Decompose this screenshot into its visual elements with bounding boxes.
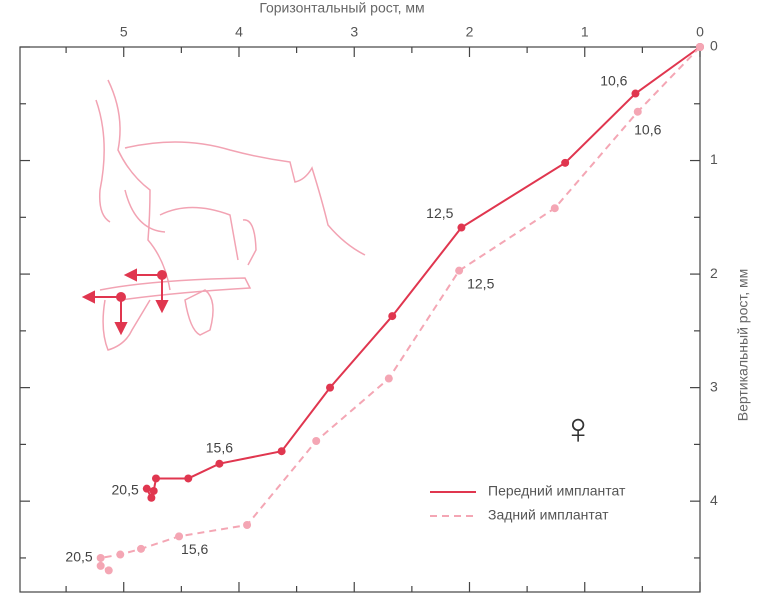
data-point [277, 447, 286, 456]
y-tick-label: 4 [710, 492, 718, 508]
data-point [184, 474, 193, 483]
data-point [152, 474, 160, 483]
data-point [116, 550, 125, 559]
point-label: 20,5 [112, 481, 139, 497]
data-point [550, 204, 559, 213]
x-tick-label: 2 [466, 24, 474, 40]
gender-symbol: ♀ [562, 405, 595, 454]
data-point [96, 553, 105, 562]
x-tick-label: 5 [120, 24, 128, 40]
y-tick-label: 3 [710, 378, 718, 394]
data-point [147, 493, 156, 502]
plot-frame [19, 46, 701, 593]
series-line [145, 46, 701, 501]
data-point [631, 89, 640, 98]
data-point [175, 532, 184, 541]
data-point [137, 544, 146, 553]
point-label: 20,5 [65, 549, 92, 565]
data-point [96, 561, 105, 570]
data-point [457, 223, 466, 232]
point-label: 10,6 [634, 121, 661, 137]
y-axis-title: Вертикальный рост, мм [735, 269, 751, 421]
y-tick-label: 2 [710, 265, 718, 281]
data-point [384, 374, 393, 383]
x-tick-label: 0 [696, 24, 704, 40]
point-label: 12,5 [467, 275, 494, 291]
data-point [633, 107, 642, 116]
legend-label: Задний имплантат [488, 507, 609, 523]
data-point [561, 158, 570, 167]
point-label: 12,5 [426, 205, 453, 221]
data-point [149, 486, 158, 495]
data-point [142, 484, 151, 493]
data-point [104, 566, 113, 575]
y-tick-label: 1 [710, 151, 718, 167]
skull-sketch [95, 79, 366, 351]
data-point [455, 266, 464, 275]
point-label: 10,6 [600, 72, 627, 88]
point-label: 15,6 [206, 439, 233, 455]
data-point [696, 43, 704, 51]
data-point [326, 383, 335, 392]
x-axis-title: Горизонтальный рост, мм [259, 0, 424, 16]
data-point [388, 312, 397, 321]
point-label: 15,6 [181, 541, 208, 557]
data-point [312, 436, 321, 445]
growth-arrows [81, 268, 169, 336]
x-tick-label: 4 [235, 24, 243, 40]
x-tick-label: 1 [581, 24, 589, 40]
data-point [215, 459, 224, 468]
x-tick-label: 3 [350, 24, 358, 40]
legend-label: Передний имплантат [488, 483, 626, 499]
y-tick-label: 0 [710, 38, 718, 54]
data-point [243, 521, 252, 530]
